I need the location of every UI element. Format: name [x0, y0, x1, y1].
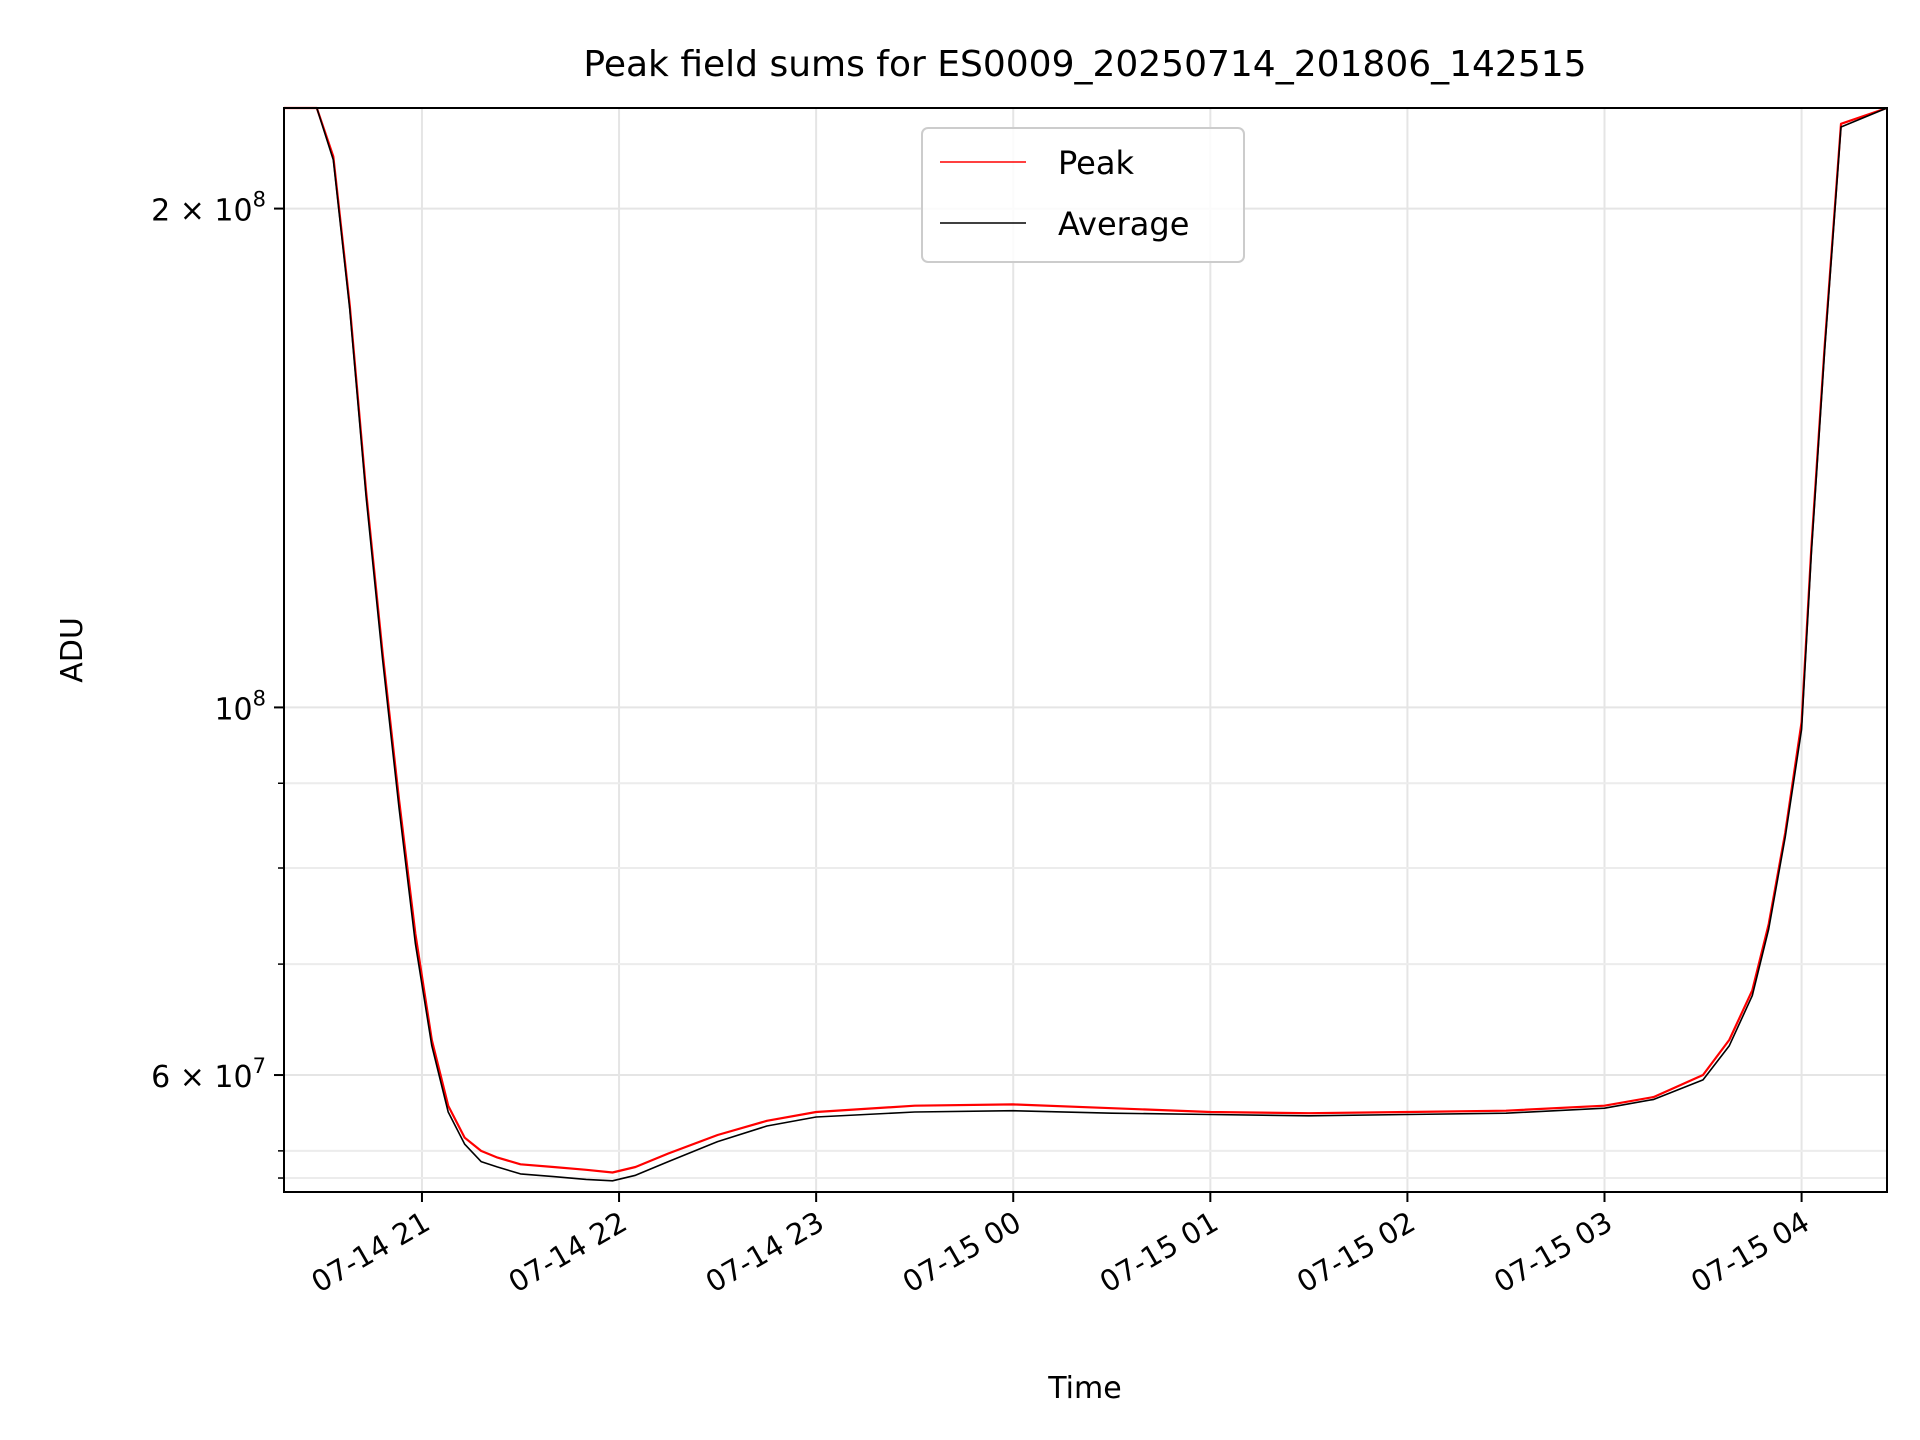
y-tick-label: 6 × 107	[151, 1054, 266, 1095]
legend-label-average: Average	[1058, 205, 1189, 243]
axes-frame	[283, 107, 1888, 1193]
plot-area	[284, 106, 1888, 1182]
y-axis-label: ADU	[55, 617, 90, 683]
chart-title: Peak field sums for ES0009_20250714_2018…	[583, 44, 1586, 85]
x-axis-label: Time	[1047, 1371, 1121, 1406]
y-tick-label: 2 × 108	[151, 188, 266, 229]
series-line-average	[284, 107, 1888, 1182]
legend-label-peak: Peak	[1058, 144, 1134, 182]
grid-lines	[284, 108, 1887, 1192]
series-line-peak	[284, 106, 1888, 1174]
y-tick-label: 108	[214, 686, 266, 727]
y-axis: 2 × 108 108 6 × 107	[151, 188, 284, 1179]
legend: Peak Average	[921, 127, 1245, 263]
